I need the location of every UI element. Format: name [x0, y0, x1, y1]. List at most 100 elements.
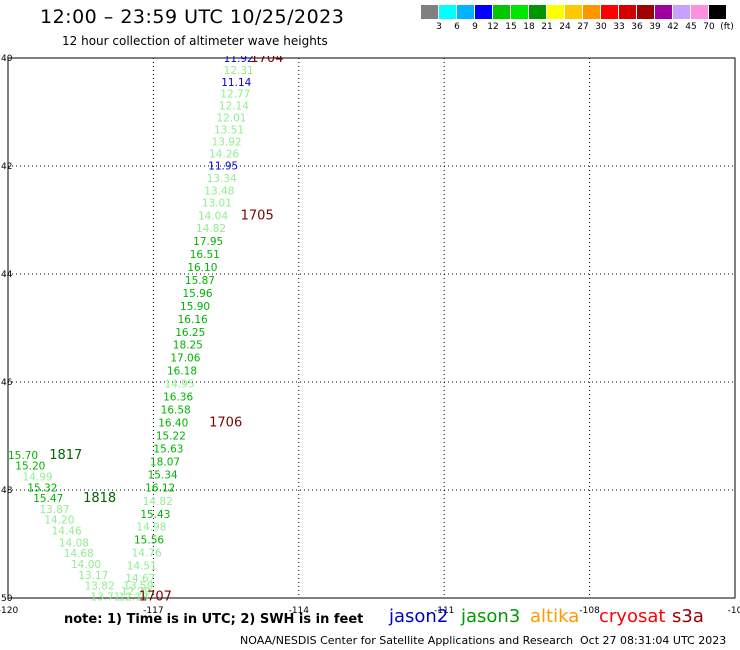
legend-label: 42: [667, 22, 679, 32]
x-tick-label: -114: [289, 606, 310, 616]
time-label: 1704: [250, 51, 283, 66]
wave-height-point: 14.04: [198, 211, 228, 223]
y-tick-label: 48: [1, 486, 13, 496]
wave-height-point: 13.92: [212, 137, 242, 149]
track-group: 11.9212.3111.1412.7712.1412.0113.5113.92…: [8, 51, 283, 650]
satellite-jason2: jason2: [389, 606, 449, 627]
wave-height-point: 12.01: [216, 112, 246, 124]
wave-height-point: 14.46: [52, 526, 82, 538]
chart-title: 12:00 – 23:59 UTC 10/25/2023: [40, 6, 345, 28]
legend-label: 18: [523, 22, 535, 32]
wave-height-point: 15.20: [15, 461, 45, 473]
wave-height-point: 13.01: [202, 198, 232, 210]
credit-text: NOAA/NESDIS Center for Satellite Applica…: [240, 634, 574, 647]
wave-height-point: 14.08: [59, 537, 89, 549]
legend-label: 24: [559, 22, 571, 32]
y-tick-label: 40: [1, 54, 13, 64]
wave-height-point: 15.63: [153, 443, 183, 455]
legend-label: 30: [595, 22, 607, 32]
wave-height-point: 12.14: [219, 101, 249, 113]
wave-height-point: 14.20: [44, 515, 74, 527]
y-tick-label: 44: [1, 270, 13, 280]
time-label: 1705: [241, 209, 274, 224]
wave-height-point: 12.31: [224, 65, 254, 77]
wave-height-point: 16.36: [163, 392, 193, 404]
generated-timestamp: Oct 27 08:31:04 UTC 2023: [580, 634, 727, 647]
time-label: 1706: [209, 416, 242, 431]
wave-height-point: 17.95: [193, 236, 223, 248]
legend-label: 33: [613, 22, 625, 32]
wave-height-point: 12.79: [121, 586, 151, 598]
wave-height-point: 14.98: [136, 522, 166, 534]
y-tick-label: 50: [1, 594, 13, 604]
legend-swatch: [493, 5, 510, 19]
wave-height-point: 16.51: [190, 249, 220, 261]
legend-label: 45: [685, 22, 697, 32]
wave-height-point: 11.92: [224, 53, 254, 65]
wave-height-point: 13.17: [78, 570, 108, 582]
wave-height-point: 16.58: [161, 405, 191, 417]
wave-height-point: 15.96: [182, 288, 212, 300]
legend-label: 15: [505, 22, 517, 32]
wave-height-point: 13.87: [40, 504, 70, 516]
wave-height-point: 18.07: [150, 456, 180, 468]
legend-swatch: [619, 5, 636, 19]
wave-height-point: 15.47: [33, 493, 63, 505]
time-label: 1818: [83, 491, 116, 506]
legend-swatch: [637, 5, 654, 19]
legend-label: 39: [649, 22, 661, 32]
wave-height-point: 16.12: [145, 482, 175, 494]
wave-height-point: 13.82: [85, 581, 115, 593]
x-tick-label: -120: [0, 606, 18, 616]
wave-height-point: 13.34: [207, 173, 237, 185]
legend-swatch: [421, 5, 438, 19]
wave-height-point: 12.50: [117, 635, 147, 647]
legend-swatch: [511, 5, 528, 19]
wave-height-point: 14.26: [209, 149, 239, 161]
wave-height-point: 12.18: [119, 591, 149, 603]
wave-height-point: 15.56: [134, 535, 164, 547]
legend-swatch: [709, 5, 726, 19]
wave-height-point: 15.70: [8, 450, 38, 462]
satellite-jason3: jason3: [461, 606, 521, 627]
satellite-s3a: s3a: [672, 606, 704, 627]
legend-swatch: [673, 5, 690, 19]
legend-label: 12: [487, 22, 499, 32]
footer-note: note: 1) Time is in UTC; 2) SWH is in fe…: [64, 612, 364, 627]
wave-height-point: 14.67: [125, 573, 155, 585]
wave-height-point: 16.40: [158, 418, 188, 430]
legend-swatch: [583, 5, 600, 19]
legend-label: 21: [541, 22, 553, 32]
time-label: 1707: [139, 589, 172, 604]
wave-height-point: 16.16: [178, 314, 208, 326]
wave-height-point: 18.25: [173, 340, 203, 352]
satellite-cryosat: cryosat: [599, 606, 666, 627]
wave-height-point: 13.48: [204, 185, 234, 197]
y-tick-label: 42: [1, 162, 12, 172]
wave-height-point: 12.77: [220, 89, 250, 101]
legend-label: 27: [577, 22, 589, 32]
legend-label: 70: [703, 22, 715, 32]
wave-height-point: 15.32: [27, 482, 57, 494]
wave-height-point: 15.34: [148, 469, 178, 481]
y-tick-label: 46: [1, 378, 13, 388]
legend-swatch: [475, 5, 492, 19]
wave-height-point: 13.71: [90, 591, 120, 603]
wave-height-point: 14.95: [165, 379, 195, 391]
wave-height-point: 13.51: [214, 124, 244, 136]
wave-height-point: 14.99: [23, 472, 53, 484]
wave-height-point: 17.06: [170, 353, 200, 365]
legend-swatch: [439, 5, 456, 19]
x-tick-label: -108: [579, 606, 600, 616]
wave-height-point: 15.22: [156, 430, 186, 442]
wave-height-point: 13.03: [122, 645, 152, 650]
wave-height-point: 16.25: [175, 327, 205, 339]
x-tick-label: -117: [143, 606, 163, 616]
legend-label: 6: [454, 22, 460, 32]
legend-swatch: [457, 5, 474, 19]
x-tick-label: -111: [434, 606, 454, 616]
wave-height-point: 16.18: [167, 366, 197, 378]
satellite-altika: altika: [530, 606, 580, 627]
wave-height-point: 13.59: [123, 581, 153, 593]
legend-label: 36: [631, 22, 643, 32]
